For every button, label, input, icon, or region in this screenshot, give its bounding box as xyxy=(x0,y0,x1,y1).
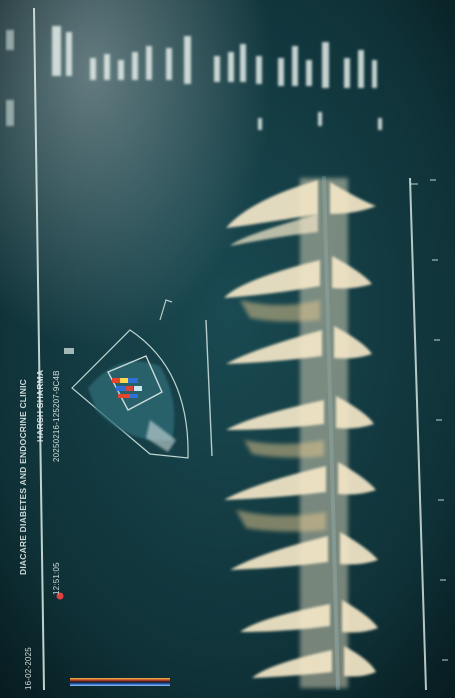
apical-2d-sector-image xyxy=(64,299,189,459)
depth-scale-line xyxy=(205,319,213,457)
doppler-spectrum xyxy=(224,175,378,691)
record-indicator-dot xyxy=(56,592,64,600)
screen-divider-line xyxy=(33,7,45,691)
spectrum-right-border xyxy=(409,177,427,691)
top-annotation-marks xyxy=(52,26,382,130)
color-scale-bar xyxy=(70,678,170,686)
velocity-scale xyxy=(410,179,448,661)
